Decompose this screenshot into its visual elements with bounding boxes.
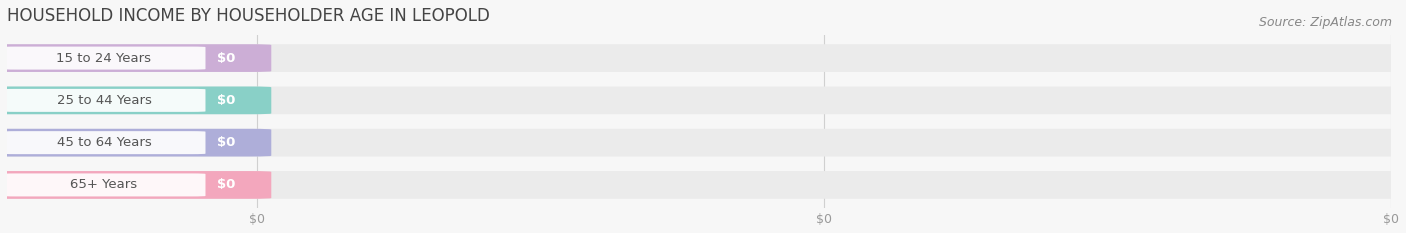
Text: $0: $0 — [217, 51, 235, 65]
FancyBboxPatch shape — [0, 171, 1406, 199]
Text: $0: $0 — [217, 178, 235, 192]
FancyBboxPatch shape — [3, 89, 205, 112]
Text: HOUSEHOLD INCOME BY HOUSEHOLDER AGE IN LEOPOLD: HOUSEHOLD INCOME BY HOUSEHOLDER AGE IN L… — [7, 7, 489, 25]
FancyBboxPatch shape — [0, 129, 271, 157]
Text: $0: $0 — [217, 136, 235, 149]
FancyBboxPatch shape — [3, 173, 205, 196]
FancyBboxPatch shape — [0, 171, 271, 199]
Text: 15 to 24 Years: 15 to 24 Years — [56, 51, 152, 65]
FancyBboxPatch shape — [0, 44, 271, 72]
FancyBboxPatch shape — [0, 86, 1406, 114]
FancyBboxPatch shape — [0, 44, 1406, 72]
Text: 65+ Years: 65+ Years — [70, 178, 138, 192]
FancyBboxPatch shape — [3, 47, 205, 70]
Text: Source: ZipAtlas.com: Source: ZipAtlas.com — [1258, 16, 1392, 29]
Text: 25 to 44 Years: 25 to 44 Years — [56, 94, 152, 107]
Text: 45 to 64 Years: 45 to 64 Years — [56, 136, 152, 149]
FancyBboxPatch shape — [0, 129, 1406, 157]
FancyBboxPatch shape — [0, 86, 271, 114]
Text: $0: $0 — [217, 94, 235, 107]
FancyBboxPatch shape — [3, 131, 205, 154]
